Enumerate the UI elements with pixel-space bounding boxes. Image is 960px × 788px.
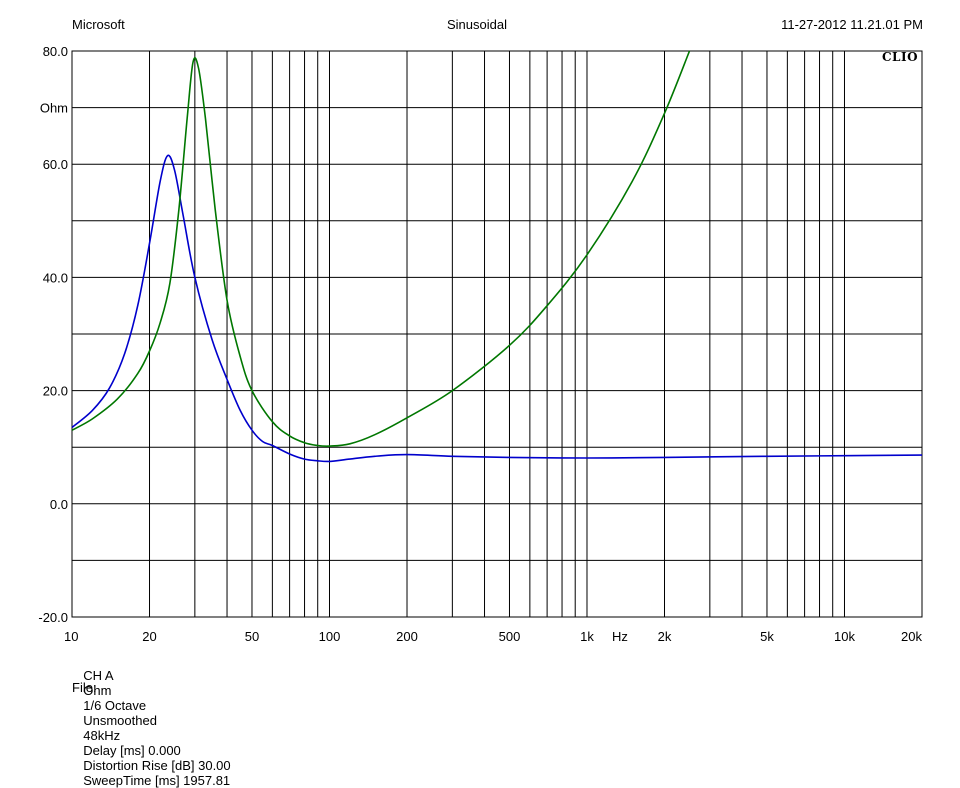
x-tick-labels: 10 20 50 100 200 500 1k 2k 5k 10k 20k: [64, 629, 922, 644]
y-tick-label: 60.0: [43, 157, 68, 172]
header-left-text: Microsoft: [72, 17, 125, 32]
x-tick-label: 20k: [901, 629, 922, 644]
footer-unit: Ohm: [83, 683, 112, 698]
file-label: File:: [72, 680, 97, 695]
x-tick-label: 5k: [760, 629, 774, 644]
footer-sweep-time: SweepTime [ms] 1957.81: [83, 773, 231, 788]
footer-channel: CH A: [83, 668, 114, 683]
x-tick-label: 2k: [658, 629, 672, 644]
header-timestamp: 11-27-2012 11.21.01 PM: [781, 17, 923, 32]
impedance-series-line-2: [71, 50, 691, 448]
footer-smoothing: Unsmoothed: [83, 713, 157, 728]
y-tick-label: 20.0: [43, 384, 68, 399]
measurement-settings-line: CH A Ohm 1/6 Octave Unsmoothed 48kHz Del…: [76, 653, 240, 788]
x-tick-label: 500: [499, 629, 521, 644]
y-axis-unit-label: Ohm: [40, 101, 68, 116]
x-tick-label: 200: [396, 629, 418, 644]
y-tick-label: 40.0: [43, 270, 68, 285]
header-center-text: Sinusoidal: [447, 17, 507, 32]
footer-resolution: 1/6 Octave: [83, 698, 147, 713]
impedance-chart: 80.0 60.0 40.0 20.0 0.0 -20.0 10 20 50 100 200 500…: [38, 44, 923, 644]
x-tick-label: 10: [64, 629, 78, 644]
footer-delay: Delay [ms] 0.000: [83, 743, 181, 758]
footer-sample-rate: 48kHz: [83, 728, 121, 743]
footer-distortion-rise: Distortion Rise [dB] 30.00: [83, 758, 231, 773]
x-tick-label: 100: [319, 629, 341, 644]
series-layer: [71, 50, 923, 463]
y-tick-labels: 80.0 60.0 40.0 20.0 0.0 -20.0: [38, 44, 68, 625]
plot-frame: [71, 50, 923, 618]
y-tick-label: 0.0: [50, 497, 68, 512]
y-tick-label: -20.0: [38, 610, 68, 625]
chart-grid: [71, 50, 923, 618]
x-tick-label: 50: [245, 629, 259, 644]
x-tick-label: 1k: [580, 629, 594, 644]
clio-logo: CLIO: [882, 50, 919, 64]
x-tick-label: 20: [142, 629, 156, 644]
x-axis-unit-label: Hz: [612, 629, 628, 644]
y-tick-label: 80.0: [43, 44, 68, 59]
x-tick-label: 10k: [834, 629, 855, 644]
impedance-series-line-1: [71, 154, 923, 463]
